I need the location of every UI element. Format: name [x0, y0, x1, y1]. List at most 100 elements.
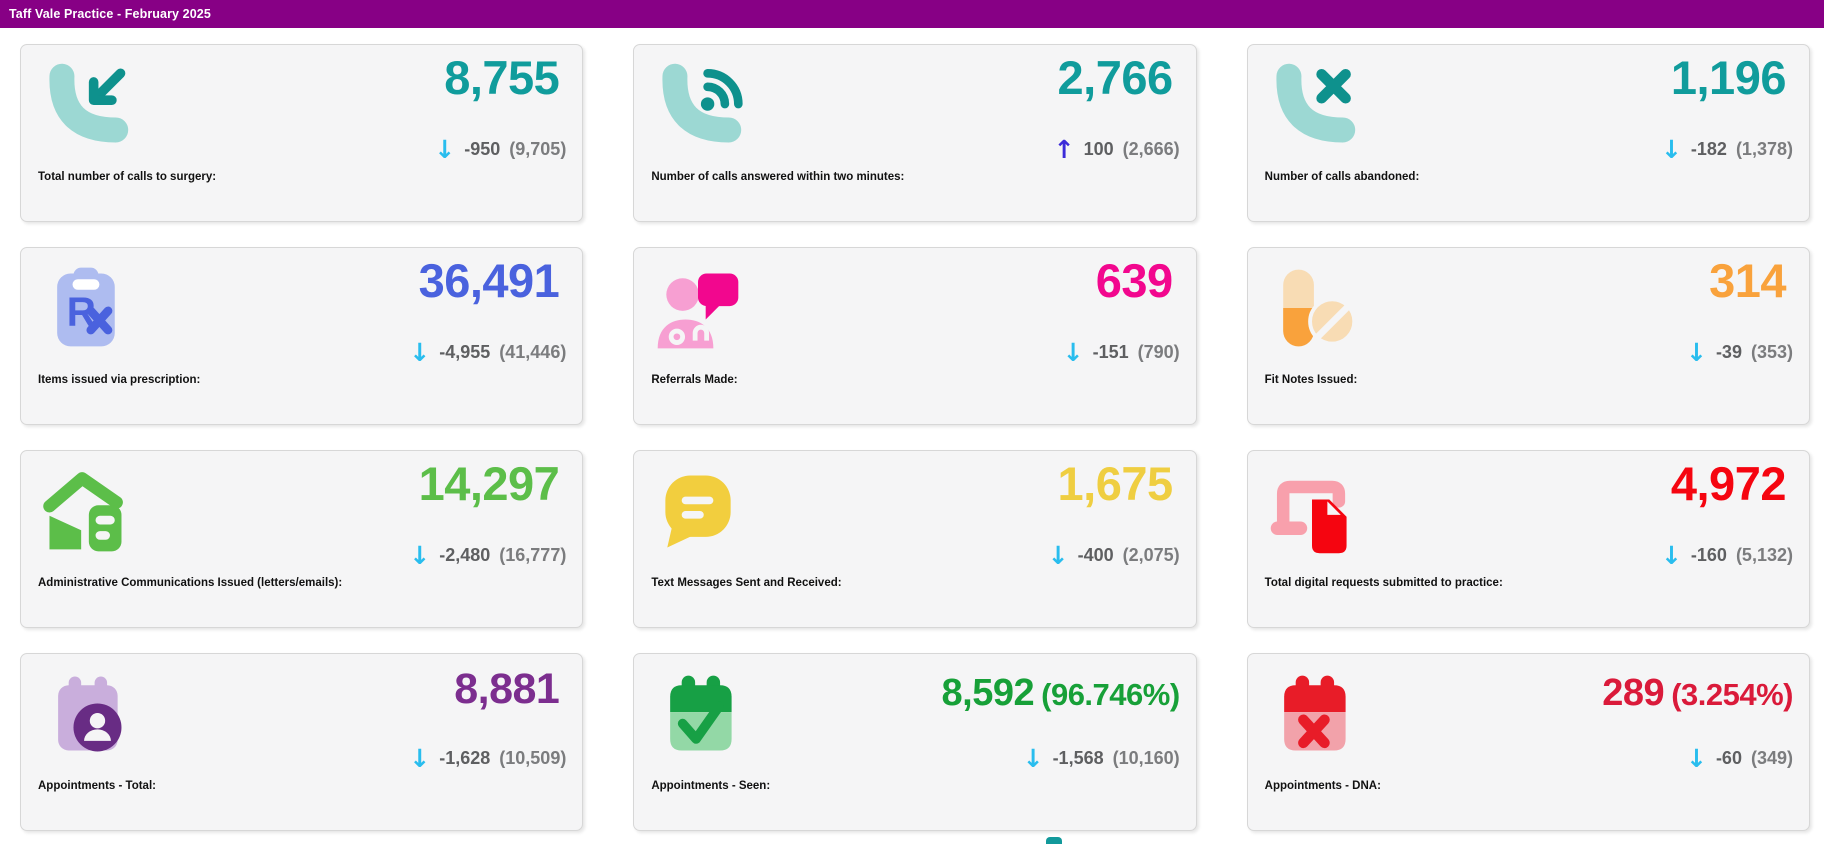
metric-value: 14,297 — [419, 453, 567, 514]
prescription-icon: R — [37, 260, 133, 356]
metric-number: 8,755 — [444, 51, 560, 104]
metric-label: Items issued via prescription: — [38, 374, 201, 386]
trend-up-arrow-icon: ↑ — [1053, 134, 1075, 164]
metric-value: 1,196 — [1671, 47, 1793, 108]
metric-delta: -950 — [464, 138, 501, 159]
metric-delta: -151 — [1092, 341, 1129, 362]
metric-number: 1,196 — [1670, 51, 1787, 104]
trend-down-arrow-icon: ↓ — [409, 337, 431, 367]
kpi-card-calls-total: 8,755 ↓ -950 (9,705) Total number of cal… — [20, 44, 584, 222]
metric-change: ↓ -1,568 (10,160) — [1023, 742, 1180, 774]
metric-value: 4,972 — [1671, 453, 1793, 514]
metric-label: Total digital requests submitted to prac… — [1264, 577, 1503, 589]
metric-number: 4,972 — [1670, 457, 1787, 510]
trend-down-arrow-icon: ↓ — [1047, 540, 1069, 570]
trend-down-arrow-icon: ↓ — [1660, 540, 1682, 570]
trend-down-arrow-icon: ↓ — [1660, 134, 1682, 164]
kpi-card-prescriptions: R 36,491 ↓ -4,955 (41,446) Items issued … — [20, 247, 584, 425]
metric-value: 314 — [1709, 250, 1793, 311]
trend-down-arrow-icon: ↓ — [409, 743, 431, 773]
metric-change: ↓ -950 (9,705) — [434, 133, 566, 165]
metric-number: 314 — [1709, 254, 1786, 307]
metric-delta: -4,955 — [439, 341, 491, 362]
appointments-seen-icon — [650, 666, 746, 762]
metric-change: ↓ -2,480 (16,777) — [409, 539, 566, 571]
pills-icon — [1264, 260, 1360, 356]
appointments-dna-icon — [1264, 666, 1360, 762]
metric-label: Number of calls answered within two minu… — [651, 171, 905, 183]
trend-down-arrow-icon: ↓ — [434, 134, 456, 164]
metric-previous: (349) — [1750, 747, 1793, 768]
metric-label: Text Messages Sent and Received: — [651, 577, 842, 589]
metric-change: ↓ -400 (2,075) — [1048, 539, 1180, 571]
metric-previous: (790) — [1137, 341, 1180, 362]
metric-label: Fit Notes Issued: — [1264, 374, 1358, 386]
metric-previous: (41,446) — [499, 341, 567, 362]
metric-previous: (2,666) — [1122, 138, 1180, 159]
kpi-card-admin-communications: 14,297 ↓ -2,480 (16,777) Administrative … — [20, 450, 584, 628]
metric-previous: (9,705) — [509, 138, 567, 159]
metric-delta: -39 — [1715, 341, 1742, 362]
metric-value: 639 — [1096, 250, 1180, 311]
kpi-card-calls-answered: 2,766 ↑ 100 (2,666) Number of calls answ… — [633, 44, 1197, 222]
metric-delta: -400 — [1077, 544, 1114, 565]
metric-delta: -182 — [1690, 138, 1727, 159]
metric-percent: (96.746%) — [1041, 677, 1180, 712]
metric-number: 639 — [1095, 254, 1173, 307]
metric-change: ↓ -160 (5,132) — [1661, 539, 1793, 571]
kpi-card-digital-requests: 4,972 ↓ -160 (5,132) Total digital reque… — [1246, 450, 1810, 628]
text-message-icon — [650, 463, 746, 559]
metric-number: 289 — [1602, 672, 1665, 714]
metric-number: 14,297 — [418, 457, 560, 510]
metric-number: 2,766 — [1057, 51, 1174, 104]
metric-delta: 100 — [1083, 138, 1114, 159]
metric-previous: (1,378) — [1735, 138, 1793, 159]
page-title: Taff Vale Practice - February 2025 — [9, 7, 211, 21]
metric-label: Appointments - Seen: — [651, 780, 771, 792]
kpi-card-fit-notes: 314 ↓ -39 (353) Fit Notes Issued: — [1246, 247, 1810, 425]
call-abandoned-icon — [1264, 57, 1360, 153]
metric-change: ↓ -1,628 (10,509) — [409, 742, 566, 774]
metric-label: Referrals Made: — [651, 374, 738, 386]
kpi-card-text-messages: 1,675 ↓ -400 (2,075) Text Messages Sent … — [633, 450, 1197, 628]
kpi-card-referrals: 639 ↓ -151 (790) Referrals Made: — [633, 247, 1197, 425]
metric-label: Appointments - Total: — [38, 780, 156, 792]
trend-down-arrow-icon: ↓ — [1685, 337, 1707, 367]
metric-previous: (10,160) — [1112, 747, 1180, 768]
metric-label: Total number of calls to surgery: — [38, 171, 217, 183]
metric-label: Number of calls abandoned: — [1264, 171, 1420, 183]
metric-value: 36,491 — [419, 250, 567, 311]
trend-down-arrow-icon: ↓ — [1062, 337, 1084, 367]
metric-value: 1,675 — [1058, 453, 1180, 514]
metric-value: 289 (3.254%) — [1602, 669, 1793, 718]
trend-down-arrow-icon: ↓ — [1685, 743, 1707, 773]
metric-previous: (353) — [1750, 341, 1793, 362]
metric-label: Administrative Communications Issued (le… — [38, 577, 343, 589]
metric-change: ↓ -151 (790) — [1063, 336, 1180, 368]
metric-previous: (16,777) — [499, 544, 567, 565]
incoming-call-icon — [37, 57, 133, 153]
kpi-card-appointments-seen: 8,592 (96.746%) ↓ -1,568 (10,160) Appoint… — [633, 653, 1197, 831]
metric-value: 8,592 (96.746%) — [941, 669, 1181, 718]
metric-delta: -2,480 — [439, 544, 491, 565]
metric-delta: -60 — [1715, 747, 1742, 768]
metric-change: ↓ -4,955 (41,446) — [409, 336, 566, 368]
metric-previous: (10,509) — [499, 747, 567, 768]
metric-change: ↓ -60 (349) — [1686, 742, 1793, 774]
trend-down-arrow-icon: ↓ — [409, 540, 431, 570]
referral-icon — [650, 260, 746, 356]
metric-value: 8,881 — [454, 662, 566, 718]
metric-change: ↓ -39 (353) — [1686, 336, 1793, 368]
metric-number: 8,592 — [941, 672, 1035, 714]
metric-delta: -160 — [1690, 544, 1727, 565]
metric-number: 8,881 — [454, 665, 560, 713]
metric-percent: (3.254%) — [1671, 677, 1793, 712]
trend-down-arrow-icon: ↓ — [1022, 743, 1044, 773]
admin-communications-icon — [37, 463, 133, 559]
metric-change: ↑ 100 (2,666) — [1054, 133, 1180, 165]
report-title-bar: Taff Vale Practice - February 2025 — [0, 0, 1824, 28]
metric-delta: -1,628 — [439, 747, 491, 768]
kpi-card-appointments-dna: 289 (3.254%) ↓ -60 (349) Appointments - D… — [1246, 653, 1810, 831]
appointments-total-icon — [37, 666, 133, 762]
metric-label: Appointments - DNA: — [1264, 780, 1381, 792]
